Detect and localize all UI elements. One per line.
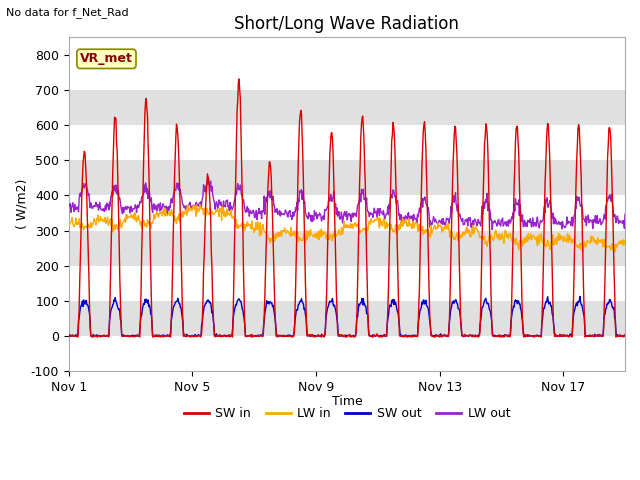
SW in [235, 76, 243, 82]
SW out [196, 333, 204, 339]
Bar [69, 160, 625, 195]
SW in [621, 332, 629, 337]
SW out [298, 296, 305, 301]
SW in [381, 332, 389, 338]
LW out [298, 187, 305, 192]
LW in [65, 222, 73, 228]
LW in [268, 238, 276, 244]
SW out [381, 332, 388, 337]
SW in [65, 333, 73, 338]
SW out [268, 300, 276, 306]
X-axis label: Time: Time [332, 395, 362, 408]
LW out [268, 197, 276, 203]
SW in [298, 132, 306, 138]
LW in [621, 238, 629, 243]
Bar [69, 230, 625, 266]
SW out [515, 299, 522, 304]
LW out [85, 191, 93, 197]
LW in [85, 223, 93, 229]
Text: VR_met: VR_met [80, 52, 133, 65]
SW out [86, 311, 93, 317]
Line: LW in: LW in [69, 204, 625, 252]
Bar [69, 301, 625, 336]
LW out [621, 211, 629, 217]
SW in [86, 302, 93, 308]
LW out [488, 227, 496, 232]
LW in [196, 202, 204, 207]
Bar [69, 90, 625, 125]
Line: LW out: LW out [69, 178, 625, 229]
Text: No data for f_Net_Rad: No data for f_Net_Rad [6, 7, 129, 18]
SW in [269, 214, 276, 220]
LW out [381, 217, 388, 223]
Bar [69, 55, 625, 90]
LW out [204, 175, 212, 181]
Bar [69, 195, 625, 230]
LW in [381, 220, 388, 226]
SW in [196, 334, 204, 340]
LW out [196, 203, 204, 209]
SW out [65, 333, 73, 338]
Bar [69, 336, 625, 371]
Y-axis label: ( W/m2): ( W/m2) [15, 179, 28, 229]
LW in [298, 238, 305, 243]
Bar [69, 125, 625, 160]
SW in [74, 334, 81, 340]
LW out [65, 203, 73, 209]
Line: SW in: SW in [69, 79, 625, 337]
Line: SW out: SW out [69, 297, 625, 336]
LW in [579, 249, 587, 254]
Legend: SW in, LW in, SW out, LW out: SW in, LW in, SW out, LW out [179, 402, 515, 425]
SW out [576, 294, 584, 300]
Title: Short/Long Wave Radiation: Short/Long Wave Radiation [234, 15, 460, 33]
SW out [67, 333, 74, 339]
Bar [69, 266, 625, 301]
LW in [196, 206, 204, 212]
SW in [515, 175, 523, 181]
SW out [621, 333, 629, 339]
LW out [515, 213, 523, 218]
LW in [515, 247, 522, 253]
